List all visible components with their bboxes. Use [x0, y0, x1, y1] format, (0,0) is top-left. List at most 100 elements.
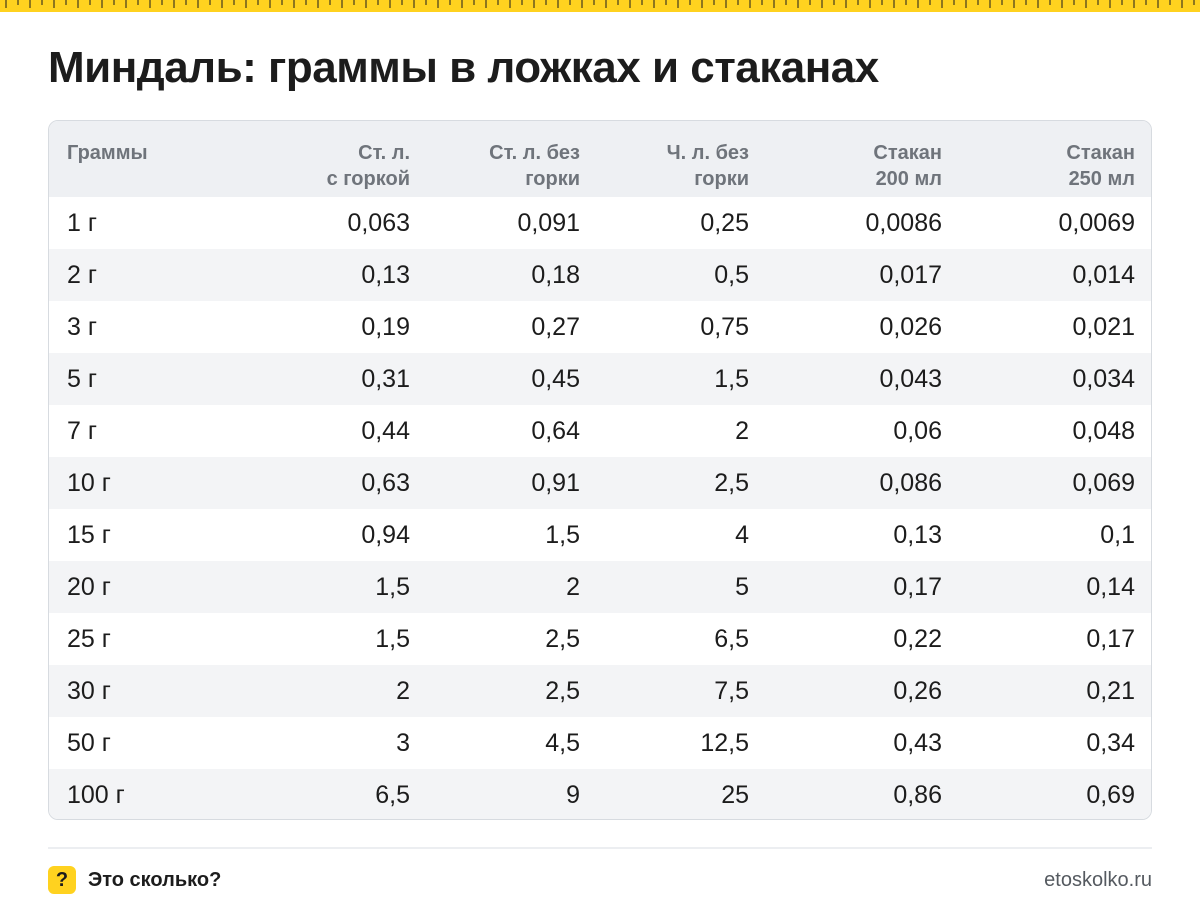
grams-cell: 1 г — [67, 208, 97, 237]
value-cell: 2 — [566, 572, 580, 601]
value-cell: 0,75 — [700, 312, 749, 341]
value-cell: 0,21 — [1086, 676, 1135, 705]
value-cell: 4 — [735, 520, 749, 549]
value-cell: 0,25 — [700, 208, 749, 237]
value-cell: 0,1 — [1100, 520, 1135, 549]
value-cell: 0,048 — [1072, 416, 1135, 445]
value-cell: 0,026 — [879, 312, 942, 341]
value-cell: 2,5 — [714, 468, 749, 497]
grams-cell: 7 г — [67, 416, 97, 445]
table-row: 3 г 0,19 0,27 0,75 0,026 0,021 — [49, 301, 1151, 353]
value-cell: 4,5 — [545, 728, 580, 757]
value-cell: 3 — [396, 728, 410, 757]
site-link[interactable]: etoskolko.ru — [1044, 869, 1152, 891]
table-body: 1 г 0,063 0,091 0,25 0,0086 0,0069 2 г 0,13 0,18… — [49, 197, 1151, 819]
value-cell: 1,5 — [545, 520, 580, 549]
value-cell: 0,017 — [879, 260, 942, 289]
table-row: 1 г 0,063 0,091 0,25 0,0086 0,0069 — [49, 197, 1151, 249]
header-tablespoon-heaped: Ст. л. с горкой — [326, 142, 410, 190]
grams-cell: 15 г — [67, 520, 111, 549]
value-cell: 2,5 — [545, 624, 580, 653]
value-cell: 0,13 — [361, 260, 410, 289]
header-grams: Граммы — [67, 142, 148, 164]
value-cell: 0,086 — [879, 468, 942, 497]
value-cell: 2 — [735, 416, 749, 445]
ruler-stripe — [0, 0, 1200, 12]
value-cell: 0,091 — [517, 208, 580, 237]
grams-cell: 2 г — [67, 260, 97, 289]
value-cell: 0,043 — [879, 364, 942, 393]
grams-cell: 3 г — [67, 312, 97, 341]
table-row: 5 г 0,31 0,45 1,5 0,043 0,034 — [49, 353, 1151, 405]
grams-cell: 25 г — [67, 624, 111, 653]
value-cell: 6,5 — [714, 624, 749, 653]
footer-divider — [48, 847, 1152, 849]
value-cell: 0,014 — [1072, 260, 1135, 289]
value-cell: 0,034 — [1072, 364, 1135, 393]
grams-cell: 5 г — [67, 364, 97, 393]
table-row: 10 г 0,63 0,91 2,5 0,086 0,069 — [49, 457, 1151, 509]
value-cell: 7,5 — [714, 676, 749, 705]
conversion-table: Граммы Ст. л. с горкой Ст. л. без горки Ч.… — [48, 120, 1152, 820]
value-cell: 0,64 — [531, 416, 580, 445]
grams-cell: 30 г — [67, 676, 111, 705]
value-cell: 0,26 — [893, 676, 942, 705]
value-cell: 0,86 — [893, 780, 942, 809]
value-cell: 0,0086 — [865, 208, 942, 237]
value-cell: 0,63 — [361, 468, 410, 497]
value-cell: 0,44 — [361, 416, 410, 445]
question-badge-icon: ? — [48, 866, 76, 894]
value-cell: 0,69 — [1086, 780, 1135, 809]
value-cell: 9 — [566, 780, 580, 809]
value-cell: 2 — [396, 676, 410, 705]
value-cell: 0,5 — [714, 260, 749, 289]
header-cup-250: Стакан 250 мл — [1066, 142, 1135, 190]
value-cell: 0,06 — [893, 416, 942, 445]
table-row: 30 г 2 2,5 7,5 0,26 0,21 — [49, 665, 1151, 717]
ruler-ticks — [5, 0, 1195, 8]
table-row: 2 г 0,13 0,18 0,5 0,017 0,014 — [49, 249, 1151, 301]
value-cell: 0,0069 — [1058, 208, 1135, 237]
value-cell: 0,18 — [531, 260, 580, 289]
table-header-row: Граммы Ст. л. с горкой Ст. л. без горки Ч.… — [49, 121, 1151, 197]
grams-cell: 50 г — [67, 728, 111, 757]
value-cell: 0,17 — [1086, 624, 1135, 653]
brand-name: Это сколько? — [88, 869, 222, 891]
value-cell: 1,5 — [375, 624, 410, 653]
table-row: 20 г 1,5 2 5 0,17 0,14 — [49, 561, 1151, 613]
table-row: 15 г 0,94 1,5 4 0,13 0,1 — [49, 509, 1151, 561]
grams-cell: 100 г — [67, 780, 125, 809]
value-cell: 12,5 — [700, 728, 749, 757]
value-cell: 0,34 — [1086, 728, 1135, 757]
value-cell: 6,5 — [375, 780, 410, 809]
table-row: 25 г 1,5 2,5 6,5 0,22 0,17 — [49, 613, 1151, 665]
table-row: 7 г 0,44 0,64 2 0,06 0,048 — [49, 405, 1151, 457]
header-tablespoon-level: Ст. л. без горки — [489, 142, 580, 190]
header-cup-200: Стакан 200 мл — [873, 142, 942, 190]
value-cell: 0,14 — [1086, 572, 1135, 601]
value-cell: 0,94 — [361, 520, 410, 549]
value-cell: 0,13 — [893, 520, 942, 549]
value-cell: 0,27 — [531, 312, 580, 341]
value-cell: 0,021 — [1072, 312, 1135, 341]
page-title: Миндаль: граммы в ложках и стаканах — [48, 43, 879, 92]
table-row: 100 г 6,5 9 25 0,86 0,69 — [49, 769, 1151, 819]
grams-cell: 20 г — [67, 572, 111, 601]
value-cell: 0,91 — [531, 468, 580, 497]
header-teaspoon-level: Ч. л. без горки — [666, 142, 749, 190]
value-cell: 0,43 — [893, 728, 942, 757]
value-cell: 0,31 — [361, 364, 410, 393]
value-cell: 25 — [721, 780, 749, 809]
value-cell: 0,063 — [347, 208, 410, 237]
value-cell: 1,5 — [714, 364, 749, 393]
value-cell: 0,45 — [531, 364, 580, 393]
value-cell: 1,5 — [375, 572, 410, 601]
table-row: 50 г 3 4,5 12,5 0,43 0,34 — [49, 717, 1151, 769]
value-cell: 0,19 — [361, 312, 410, 341]
grams-cell: 10 г — [67, 468, 111, 497]
value-cell: 0,069 — [1072, 468, 1135, 497]
value-cell: 2,5 — [545, 676, 580, 705]
value-cell: 0,22 — [893, 624, 942, 653]
value-cell: 5 — [735, 572, 749, 601]
value-cell: 0,17 — [893, 572, 942, 601]
